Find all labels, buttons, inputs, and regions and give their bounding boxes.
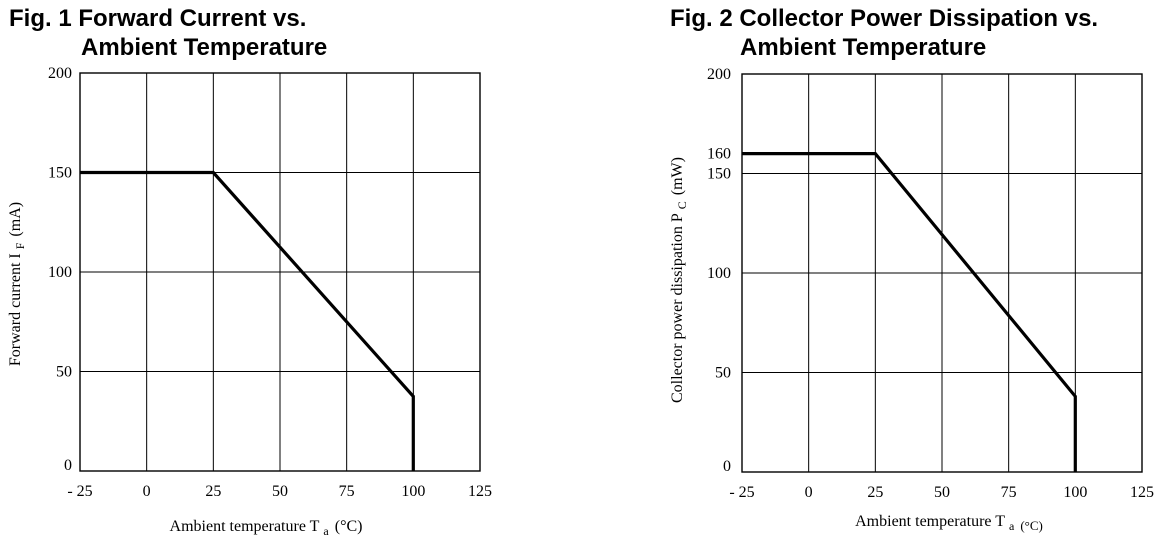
chart-plot: - 25 0 25 50 75 100 125 0 50 100 150 200 Ambient t… bbox=[7, 65, 492, 538]
y-tick-labels: 0 50 100 150 200 bbox=[48, 65, 72, 474]
y-tick-label: 150 bbox=[707, 166, 731, 183]
x-tick-label: 50 bbox=[934, 484, 950, 501]
x-tick-label: 100 bbox=[1063, 484, 1087, 501]
y-tick-label: 50 bbox=[715, 365, 731, 382]
chart-title-line-2: Ambient Temperature bbox=[81, 34, 328, 61]
y-axis-label-subscript: F bbox=[13, 242, 27, 249]
x-axis-label-text: Ambient temperature T bbox=[855, 513, 1005, 530]
plot-border bbox=[79, 72, 481, 472]
y-tick-label: 150 bbox=[48, 165, 72, 182]
chart-title: Fig. 2 Collector Power Dissipation vs. A… bbox=[670, 4, 1098, 62]
chart-plot: - 25 0 25 50 75 100 125 0 50 100 150 160 200 Ambien… bbox=[669, 66, 1154, 533]
x-axis-label-text: Ambient temperature T bbox=[170, 518, 320, 535]
x-tick-label: 125 bbox=[1130, 484, 1154, 501]
x-tick-label: - 25 bbox=[67, 483, 92, 500]
grid-lines bbox=[742, 74, 1142, 472]
y-axis-label-unit: (mA) bbox=[7, 202, 24, 237]
x-axis-label-unit: (°C) bbox=[335, 518, 363, 535]
x-tick-label: 125 bbox=[468, 483, 492, 500]
x-tick-labels: - 25 0 25 50 75 100 125 bbox=[67, 483, 492, 500]
x-tick-label: 75 bbox=[339, 483, 355, 500]
series-layer bbox=[742, 152, 1077, 472]
x-axis-label: Ambient temperature T a (°C) bbox=[855, 513, 1043, 533]
x-axis-label-subscript: a bbox=[1009, 519, 1015, 533]
y-tick-label: 0 bbox=[723, 458, 731, 475]
series-line bbox=[80, 170, 415, 471]
y-axis-label: Collector power dissipation P C (mW) bbox=[669, 157, 689, 403]
y-tick-label: 100 bbox=[48, 264, 72, 281]
y-axis-label-subscript: C bbox=[675, 201, 689, 209]
y-tick-labels: 0 50 100 150 160 200 bbox=[707, 66, 731, 475]
x-tick-label: 100 bbox=[401, 483, 425, 500]
chart-title-line-2: Ambient Temperature bbox=[740, 34, 987, 61]
y-axis-label-text: Collector power dissipation P bbox=[669, 213, 686, 403]
series-layer bbox=[80, 170, 415, 471]
figure-2: Fig. 2 Collector Power Dissipation vs. A… bbox=[583, 0, 1166, 541]
y-tick-label: 0 bbox=[64, 457, 72, 474]
x-tick-label: 0 bbox=[143, 483, 151, 500]
y-tick-label: 200 bbox=[48, 65, 72, 82]
x-tick-labels: - 25 0 25 50 75 100 125 bbox=[729, 484, 1154, 501]
y-tick-label: 100 bbox=[707, 265, 731, 282]
grid-lines bbox=[80, 73, 480, 471]
y-axis-label-unit: (mW) bbox=[669, 157, 686, 195]
series-line bbox=[742, 152, 1077, 472]
plot-frame bbox=[79, 72, 481, 472]
x-tick-label: 50 bbox=[272, 483, 288, 500]
x-axis-label-unit: (°C) bbox=[1020, 518, 1043, 533]
y-axis-label-text: Forward current I bbox=[7, 253, 24, 366]
chart-title-line-1: Fig. 2 Collector Power Dissipation vs. bbox=[670, 5, 1099, 32]
y-axis-label: Forward current I F (mA) bbox=[7, 202, 27, 366]
plot-border bbox=[741, 73, 1143, 473]
y-tick-label: 160 bbox=[707, 146, 731, 163]
x-tick-label: 25 bbox=[867, 484, 883, 501]
x-axis-label-subscript: a bbox=[323, 524, 329, 538]
x-tick-label: 25 bbox=[205, 483, 221, 500]
figure-1: Fig. 1 Forward Current vs. Ambient Tempe… bbox=[7, 4, 492, 538]
plot-frame bbox=[741, 73, 1143, 473]
x-tick-label: 75 bbox=[1001, 484, 1017, 501]
chart-title: Fig. 1 Forward Current vs. Ambient Tempe… bbox=[9, 4, 327, 62]
x-tick-label: - 25 bbox=[729, 484, 754, 501]
y-tick-label: 50 bbox=[56, 364, 72, 381]
x-tick-label: 0 bbox=[805, 484, 813, 501]
chart-title-line-1: Fig. 1 Forward Current vs. bbox=[9, 5, 307, 32]
y-tick-label: 200 bbox=[707, 66, 731, 83]
